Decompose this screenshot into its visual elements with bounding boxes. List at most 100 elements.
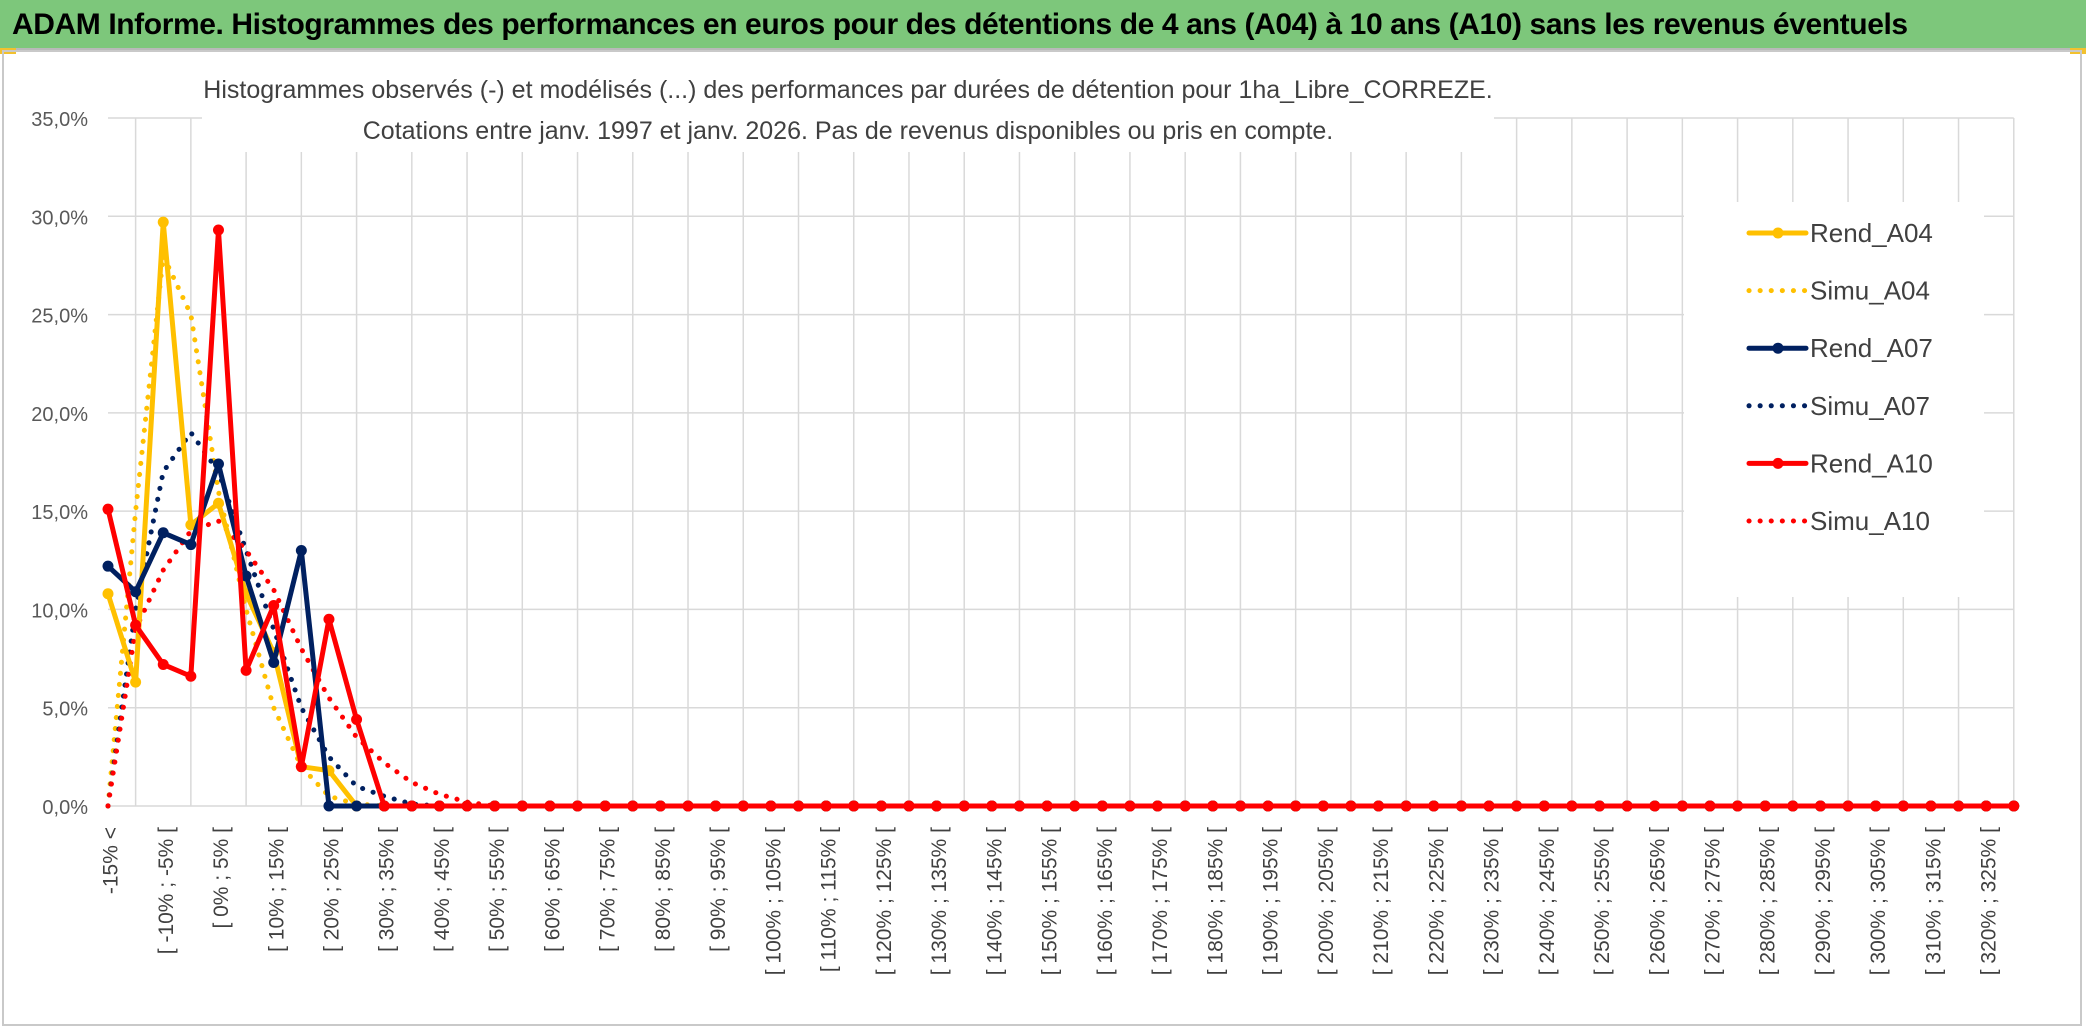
data-point-rend_a10 [1207,800,1219,812]
report-title: ADAM Informe. Histogrammes des performan… [12,8,1908,41]
data-point-rend_a10 [489,800,501,812]
x-tick-label: [ 40% ; 45% [ [431,827,454,952]
legend-marker-rend_a07 [1772,342,1784,354]
x-tick-label: [ 220% ; 225% [ [1425,827,1448,975]
x-tick-label: [ 180% ; 185% [ [1204,827,1227,975]
x-tick-label: [ 230% ; 235% [ [1481,827,1504,975]
y-tick-label: 0,0% [42,797,88,819]
x-tick-label: [ 270% ; 275% [ [1702,827,1725,975]
data-point-rend_a10 [572,800,584,812]
series-lines [102,216,2020,812]
data-point-rend_a10 [1262,800,1274,812]
data-point-rend_a07 [351,800,363,812]
data-point-rend_a10 [351,714,363,726]
data-point-rend_a10 [1152,800,1164,812]
x-tick-label: [ 30% ; 35% [ [376,827,399,952]
data-point-rend_a10 [1814,800,1826,812]
y-axis-tick-labels: 0,0% 5,0% 10,0% 15,0% 20,0% 25,0% 30,0% 35,0% [31,109,88,819]
report-header: ADAM Informe. Histogrammes des performan… [0,0,2086,50]
x-tick-label: [ 280% ; 285% [ [1757,827,1780,975]
data-point-rend_a10 [1649,800,1661,812]
x-tick-label: [ 170% ; 175% [ [1149,827,1172,975]
data-point-rend_a10 [1179,800,1191,812]
data-point-rend_a10 [295,761,307,773]
data-point-rend_a10 [1566,800,1578,812]
data-point-rend_a10 [406,800,418,812]
performance-histogram-chart: 0,0% 5,0% 10,0% 15,0% 20,0% 25,0% 30,0% 35,0% -… [31,66,2020,975]
data-point-rend_a10 [793,800,804,812]
data-point-rend_a07 [295,544,307,556]
x-tick-label: [ 240% ; 245% [ [1536,827,1559,975]
data-point-rend_a10 [433,800,445,812]
data-point-rend_a10 [820,800,832,812]
legend-marker-rend_a04 [1772,227,1784,239]
data-point-rend_a07 [185,539,197,551]
y-tick-label: 5,0% [42,699,88,721]
x-tick-label: [ 120% ; 125% [ [873,827,896,975]
data-point-rend_a10 [1593,800,1605,812]
x-tick-label: [ 260% ; 265% [ [1646,827,1669,975]
x-tick-label: [ 80% ; 85% [ [652,827,675,952]
data-point-rend_a10 [323,613,335,625]
data-point-rend_a07 [268,657,280,669]
data-point-rend_a10 [627,800,639,812]
x-tick-label: [ 100% ; 105% [ [762,827,785,975]
data-point-rend_a10 [268,599,280,611]
data-point-rend_a07 [130,586,142,598]
data-point-rend_a10 [599,800,611,812]
data-point-rend_a07 [212,458,224,470]
data-point-rend_a10 [1732,800,1744,812]
data-point-rend_a10 [212,224,224,236]
data-point-rend_a10 [1345,800,1357,812]
y-tick-label: 10,0% [31,600,88,622]
data-point-rend_a10 [1897,800,1909,812]
x-axis-tick-labels: -15% < [ -10% ; -5% [[ 0% ; 5% [[ 10% ; 1… [100,827,2001,975]
data-point-rend_a04 [212,497,224,509]
data-point-rend_a10 [1704,800,1716,812]
x-tick-label: [ 130% ; 135% [ [928,827,951,975]
data-point-rend_a04 [157,216,169,228]
data-point-rend_a10 [1096,800,1108,812]
data-point-rend_a10 [1842,800,1854,812]
data-point-rend_a10 [1234,800,1246,812]
data-point-rend_a10 [1290,800,1302,812]
x-tick-label: [ 190% ; 195% [ [1260,827,1283,975]
y-tick-label: 15,0% [31,502,88,524]
chart-title-group: Histogrammes observés (-) et modélisés (… [202,66,1494,152]
data-point-rend_a10 [461,800,473,812]
legend-label-rend_a10: Rend_A10 [1810,448,1933,478]
data-point-rend_a07 [157,527,169,539]
data-point-rend_a10 [240,664,252,676]
chart-title-background [202,66,1494,152]
x-tick-label: [ 310% ; 315% [ [1922,827,1945,975]
grid-lines [108,117,2015,807]
legend-background [1684,202,1984,597]
data-point-rend_a04 [130,676,142,688]
x-tick-label: [ 20% ; 25% [ [321,827,344,952]
data-point-rend_a10 [654,800,666,812]
data-point-rend_a10 [1455,800,1467,812]
data-point-rend_a10 [958,800,970,812]
data-point-rend_a10 [1953,800,1965,812]
chart-frame: 0,0% 5,0% 10,0% 15,0% 20,0% 25,0% 30,0% 35,0% -… [2,50,2082,1026]
data-point-rend_a10 [1621,800,1633,812]
legend-label-simu_a04: Simu_A04 [1810,276,1930,306]
chart-legend: Rend_A04 Simu_A04 Rend_A07 Simu_A07 Rend_A10… [1684,202,1984,597]
y-tick-label: 35,0% [31,109,88,131]
data-point-rend_a10 [1069,800,1081,812]
x-tick-label: [ 110% ; 115% [ [818,827,841,972]
legend-label-simu_a07: Simu_A07 [1810,391,1930,421]
data-point-rend_a04 [185,519,197,531]
series-line-simu_a10 [105,518,2017,809]
data-point-rend_a10 [765,800,777,812]
x-tick-label: [ 300% ; 305% [ [1867,827,1890,975]
series-line-rend_a10 [105,227,2017,809]
chart-title: Histogrammes observés (-) et modélisés (… [203,76,1492,104]
data-point-rend_a10 [157,658,169,670]
x-tick-label: [ 150% ; 155% [ [1039,827,1062,975]
data-point-rend_a10 [1925,800,1937,812]
data-point-rend_a10 [1041,800,1053,812]
y-tick-label: 25,0% [31,306,88,328]
data-point-rend_a07 [102,560,114,572]
data-point-rend_a10 [378,800,390,812]
